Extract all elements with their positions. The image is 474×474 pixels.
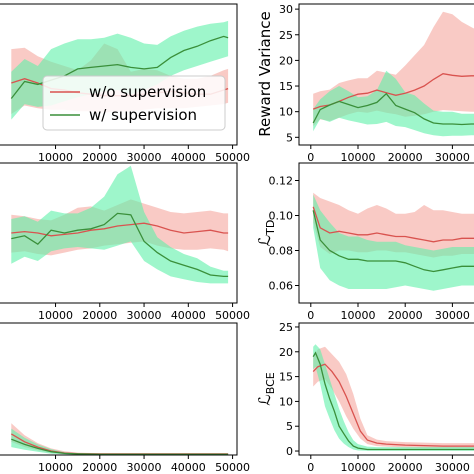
panel-middle-right: 0 10000 20000 30000 0.06 0.08 0.10 0.12 ℒTD (255, 162, 474, 322)
x-tick-label: 40000 (171, 309, 206, 322)
legend: w/o supervision w/ supervision (42, 75, 226, 131)
y-tick-label: 0.06 (269, 280, 294, 293)
x-tick-label: 10000 (38, 461, 73, 474)
x-tick-label: 0 (307, 461, 314, 474)
y-tick-label: 0.12 (269, 175, 294, 188)
panel-bottom-left: 10000 20000 30000 40000 50000 (0, 322, 250, 474)
axes-frame (0, 162, 238, 304)
y-tick-label: 25 (279, 321, 293, 334)
x-tick-label: 30000 (435, 461, 470, 474)
axes-frame (298, 3, 474, 146)
x-tick-label: 10000 (341, 151, 376, 164)
x-tick-label: 10000 (38, 309, 73, 322)
band-w-supervision (11, 428, 229, 455)
line-w-supervision (312, 210, 474, 273)
y-axis-label: Reward Variance (256, 11, 274, 136)
line-w-supervision (11, 438, 229, 455)
legend-entry-label: w/ supervision (89, 106, 197, 124)
x-tick-label: 30000 (127, 151, 162, 164)
x-tick-label: 20000 (388, 309, 423, 322)
axes-frame (0, 322, 238, 456)
x-tick-label: 40000 (171, 151, 206, 164)
y-tick-label: 15 (279, 80, 293, 93)
x-tick-label: 30000 (435, 151, 470, 164)
y-tick-label: 10 (279, 395, 293, 408)
x-tick-label: 10000 (341, 309, 376, 322)
line-wo-supervision (11, 222, 229, 237)
plot-area (11, 165, 229, 284)
y-tick-label: 0.08 (269, 245, 294, 258)
x-tick-label: 50000 (215, 309, 250, 322)
band-w-supervision (313, 194, 474, 291)
y-tick-label: 20 (279, 54, 293, 67)
y-tick-label: 20 (279, 346, 293, 359)
x-tick-label: 30000 (127, 461, 162, 474)
x-tick-label: 40000 (171, 461, 206, 474)
plot-area (10, 423, 229, 455)
x-tick-label: 50000 (215, 151, 250, 164)
y-tick-label: 30 (279, 3, 293, 16)
x-tick-label: 20000 (388, 461, 423, 474)
x-tick-label: 20000 (388, 151, 423, 164)
y-axis-label: ℒBCE (255, 372, 277, 406)
y-tick-label: 0.10 (269, 210, 294, 223)
x-tick-label: 30000 (435, 309, 470, 322)
legend-box (42, 75, 226, 131)
x-tick-label: 30000 (127, 309, 162, 322)
plot-area (312, 192, 474, 291)
x-tick-label: 0 (307, 309, 314, 322)
x-tick-label: 10000 (341, 461, 376, 474)
band-w-supervision (11, 165, 229, 284)
x-tick-label: 50000 (215, 461, 250, 474)
x-tick-label: 20000 (82, 151, 117, 164)
x-tick-label: 10000 (38, 151, 73, 164)
line-wo-supervision (312, 363, 474, 447)
band-wo-supervision (313, 346, 474, 449)
y-tick-label: 5 (286, 131, 293, 144)
y-tick-label: 0 (286, 445, 293, 458)
axes-frame (0, 3, 238, 146)
x-tick-label: 20000 (82, 309, 117, 322)
y-axis-label: ℒTD (255, 220, 277, 247)
panel-middle-left: 10000 20000 30000 40000 50000 (0, 162, 250, 322)
y-tick-label: 5 (286, 420, 293, 433)
axes-frame (298, 322, 474, 456)
line-w-supervision (312, 92, 474, 126)
x-tick-label: 20000 (82, 461, 117, 474)
y-tick-label: 15 (279, 371, 293, 384)
axes-frame (298, 162, 474, 304)
y-tick-label: 10 (279, 106, 293, 119)
legend-entry-label: w/o supervision (89, 83, 206, 101)
line-w-supervision (312, 351, 474, 451)
plot-area (312, 344, 474, 451)
panel-bottom-right: 0 10000 20000 30000 0 5 10 15 20 25 ℒBCE (255, 321, 474, 474)
line-wo-supervision (312, 206, 474, 243)
x-tick-label: 0 (307, 151, 314, 164)
y-tick-label: 25 (279, 29, 293, 42)
panel-top-right: 0 10000 20000 30000 5 10 15 20 25 30 Reward Varian… (256, 3, 474, 164)
line-w-supervision (11, 212, 229, 278)
plot-area (312, 11, 474, 137)
